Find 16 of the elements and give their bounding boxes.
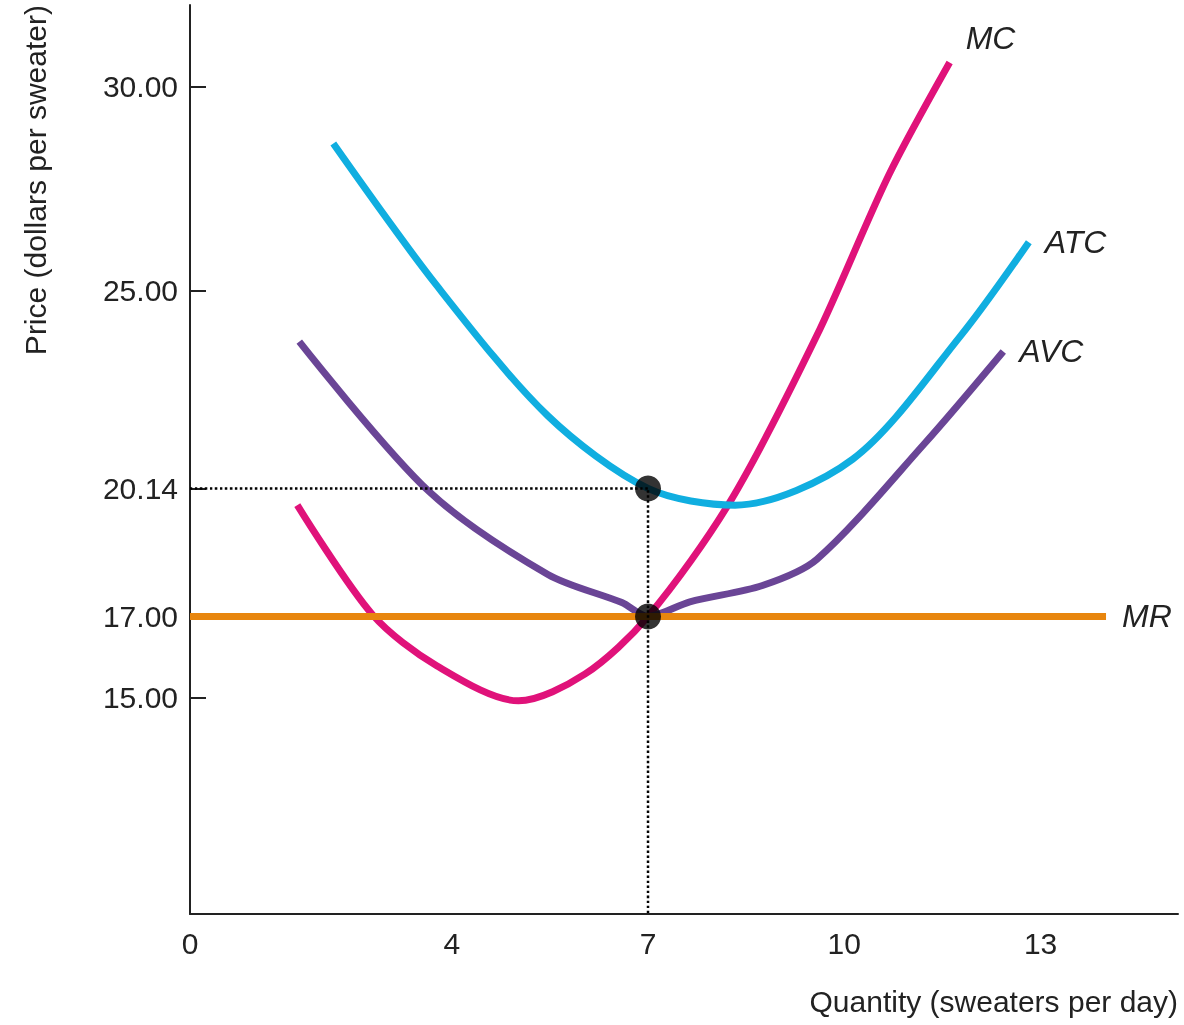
series-label: MR <box>1122 598 1172 635</box>
y-tick-label: 17.00 <box>102 599 178 633</box>
y-tick-label: 20.14 <box>102 471 178 505</box>
x-tick-label: 10 <box>827 926 861 960</box>
y-tick-label: 15.00 <box>102 681 178 715</box>
y-tick-label: 25.00 <box>102 273 178 307</box>
x-tick-label: 7 <box>639 926 657 960</box>
series-label: ATC <box>1042 224 1108 261</box>
x-axis-title: Quantity (sweaters per day) <box>809 984 1178 1018</box>
x-tick-label: 0 <box>181 926 199 960</box>
series-label: AVC <box>1017 333 1085 370</box>
x-tick-label: 13 <box>1023 926 1058 960</box>
y-axis-title: Price (dollars per sweater) <box>18 5 52 356</box>
y-tick-label: 30.00 <box>102 70 178 104</box>
series-label: MC <box>965 20 1017 57</box>
x-tick-label: 4 <box>443 926 461 960</box>
